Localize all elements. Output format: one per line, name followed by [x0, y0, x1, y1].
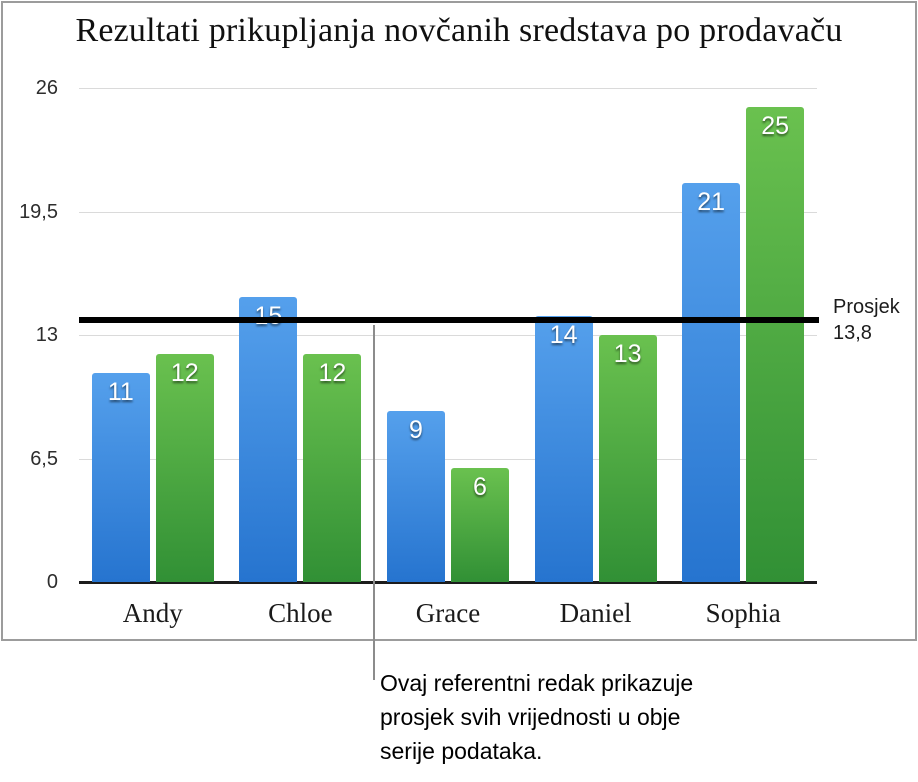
bar-series-green-grace[interactable]: 6	[451, 468, 509, 582]
bar-series-green-chloe[interactable]: 12	[303, 354, 362, 582]
y-gridline	[79, 88, 817, 89]
callout-line-3: serije podataka.	[380, 738, 543, 764]
category-label-chloe: Chloe	[268, 598, 333, 628]
bar-value-label: 13	[613, 340, 642, 368]
bar-value-label: 9	[409, 416, 423, 444]
category-label-daniel: Daniel	[559, 598, 632, 628]
bar-value-label: 25	[761, 112, 790, 140]
y-tick-label: 26	[35, 77, 58, 99]
y-gridline	[79, 335, 817, 336]
bar-series-blue-daniel[interactable]: 14	[534, 316, 593, 582]
category-label-andy: Andy	[122, 598, 183, 628]
bar-value-label: 14	[549, 321, 578, 349]
x-axis-line	[79, 581, 817, 584]
bar-series-green-andy[interactable]: 12	[155, 354, 214, 582]
callout-leader-line	[373, 325, 375, 680]
callout-line-2: prosjek svih vrijednosti u obje	[380, 704, 681, 730]
callout-text: Ovaj referentni redak prikazuje prosjek …	[380, 666, 760, 768]
y-tick-label: 6,5	[30, 447, 58, 470]
callout-line-1: Ovaj referentni redak prikazuje	[380, 670, 694, 696]
category-label-grace: Grace	[415, 598, 481, 628]
reference-line-value: 13,8	[833, 321, 872, 344]
bar-series-green-daniel[interactable]: 13	[598, 335, 657, 582]
bar-series-blue-sophia[interactable]: 21	[682, 183, 741, 582]
bar-value-label: 11	[107, 378, 134, 406]
bar-series-blue-andy[interactable]: 11	[91, 373, 150, 582]
bar-value-label: 12	[318, 359, 347, 387]
y-gridline	[79, 458, 817, 460]
y-tick-label: 0	[46, 571, 58, 593]
reference-line-label-title: Prosjek	[833, 295, 900, 318]
category-label-sophia: Sophia	[705, 598, 781, 628]
y-tick-label: 19,5	[19, 200, 58, 223]
reference-line[interactable]	[79, 316, 819, 323]
chart-title: Rezultati prikupljanja novčanih sredstav…	[75, 12, 843, 49]
bar-value-label: 6	[473, 473, 487, 501]
bar-value-label: 12	[170, 359, 199, 387]
reference-line-label: Prosjek 13,8	[833, 294, 913, 346]
bar-series-blue-chloe[interactable]: 15	[239, 297, 298, 582]
bar-series-blue-grace[interactable]: 9	[387, 411, 445, 582]
y-gridline	[79, 211, 817, 213]
bar-value-label: 15	[239, 302, 297, 331]
bar-value-label: 21	[697, 188, 726, 216]
y-tick-label: 13	[35, 324, 58, 346]
bar-series-green-sophia[interactable]: 25	[746, 107, 805, 582]
